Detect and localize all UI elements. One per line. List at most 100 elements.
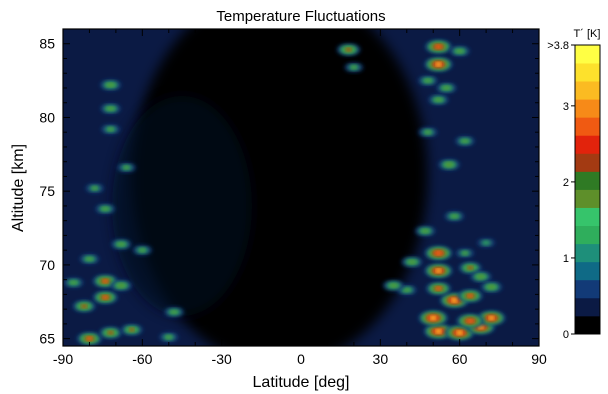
heatmap-contour [478, 325, 483, 329]
heatmap-cell [383, 280, 405, 291]
heatmap-cell [110, 280, 132, 291]
heatmap-contour [106, 83, 115, 87]
colorbar-segment [575, 297, 600, 317]
heatmap-cell [100, 79, 122, 91]
colorbar-segment [575, 261, 600, 281]
background-variability [112, 29, 428, 346]
colorbar-segment [575, 225, 600, 245]
colorbar-tick-label: 2 [563, 177, 569, 189]
heatmap-contour [431, 316, 436, 320]
colorbar-segment [575, 135, 600, 154]
colorbar-label: T´ [K] [574, 28, 601, 40]
heatmap-contour [117, 242, 125, 246]
x-tick-label: -90 [53, 351, 73, 367]
heatmap-cell [455, 136, 475, 146]
heatmap-cell [418, 310, 449, 326]
heatmap-contour [467, 266, 473, 270]
heatmap-cell [401, 256, 423, 268]
heatmap-contour [467, 319, 474, 323]
heatmap-cell [111, 239, 132, 250]
heatmap-contour [70, 281, 77, 285]
x-tick-label: -60 [132, 351, 152, 367]
heatmap-contour [436, 329, 441, 333]
colorbar-tick-label: >3.8 [547, 40, 569, 52]
heatmap-cell [436, 82, 457, 94]
heatmap-contour [108, 331, 113, 335]
heatmap-cell [428, 94, 449, 105]
heatmap-cell [117, 162, 136, 173]
colorbar-segment [575, 315, 600, 335]
heatmap-contour [86, 257, 93, 261]
heatmap-cell [92, 290, 119, 304]
heatmap-contour [476, 274, 485, 279]
heatmap-cell [415, 225, 436, 237]
heatmap-contour [346, 48, 351, 52]
colorbar-segment [575, 279, 600, 299]
heatmap-cell [424, 263, 453, 278]
heatmap-contour [351, 65, 356, 69]
axis-ticks [62, 28, 540, 346]
heatmap-cell [455, 248, 475, 258]
heatmap-cell [425, 39, 453, 54]
heatmap-cell [477, 310, 506, 326]
heatmap-contour [457, 331, 462, 335]
heatmap-contour [102, 207, 109, 211]
colorbar-segment [575, 189, 600, 208]
colorbar-segment [575, 171, 600, 190]
heatmap-contour [435, 251, 442, 255]
heatmap-contour [124, 166, 129, 170]
heatmap-cell [85, 183, 104, 193]
colorbar-tick-label: 3 [563, 101, 569, 113]
heatmap-cell [425, 282, 452, 295]
heatmap-cell [76, 332, 103, 346]
heatmap-cell [95, 203, 116, 214]
heatmap-contour [422, 229, 429, 233]
heatmap-cell [477, 238, 495, 248]
heatmap-cell [438, 159, 460, 171]
colorbar-segment [575, 243, 600, 263]
heatmap-cell [63, 277, 84, 288]
colorbar-segment [575, 81, 600, 100]
heatmap-cell [120, 324, 143, 336]
heatmap-cell [449, 46, 470, 57]
colorbar-tick-label: 1 [563, 253, 569, 265]
heatmap-contour [108, 127, 113, 131]
heatmap-contour [456, 49, 463, 53]
x-tick-label: -30 [212, 351, 232, 367]
heatmap-contour [107, 107, 114, 111]
heatmap-contour [166, 335, 171, 339]
heatmap-cell [99, 326, 123, 339]
heatmap-cell [72, 300, 96, 312]
y-tick-labels: 65 70 75 80 85 [39, 36, 55, 347]
x-tick-labels: -90 -60 -30 0 30 60 90 [53, 351, 547, 367]
heatmap-contour [117, 283, 126, 288]
heatmap-cell [423, 323, 454, 339]
y-tick-label: 70 [39, 257, 55, 273]
heatmap-cell [337, 43, 361, 56]
heatmap-cell [470, 271, 492, 283]
heatmap-contour [462, 139, 468, 143]
heatmap-contour [436, 45, 442, 49]
heatmap-cells [63, 39, 506, 346]
heatmap-cell [444, 325, 475, 341]
y-tick-label: 75 [39, 183, 55, 199]
x-tick-label: 90 [531, 351, 547, 367]
heatmap-cell [101, 124, 121, 135]
heatmap-contour [436, 286, 441, 290]
chart-title: Temperature Fluctuations [216, 8, 385, 25]
heatmap-contour [436, 269, 441, 273]
heatmap-contour [444, 162, 454, 167]
heatmap-contour [81, 304, 87, 308]
heatmap-cell [444, 211, 465, 222]
heatmap-contour [103, 279, 108, 283]
heatmap-cell [79, 254, 100, 264]
heatmap-contour [129, 328, 134, 332]
heatmap-cell [456, 314, 485, 328]
heatmap-cell [424, 57, 453, 72]
colorbar-segment [575, 153, 600, 172]
heatmap-cell [100, 103, 121, 114]
y-tick-label: 65 [39, 331, 55, 347]
colorbar-segment [575, 117, 600, 136]
colorbar-frame [574, 44, 601, 335]
